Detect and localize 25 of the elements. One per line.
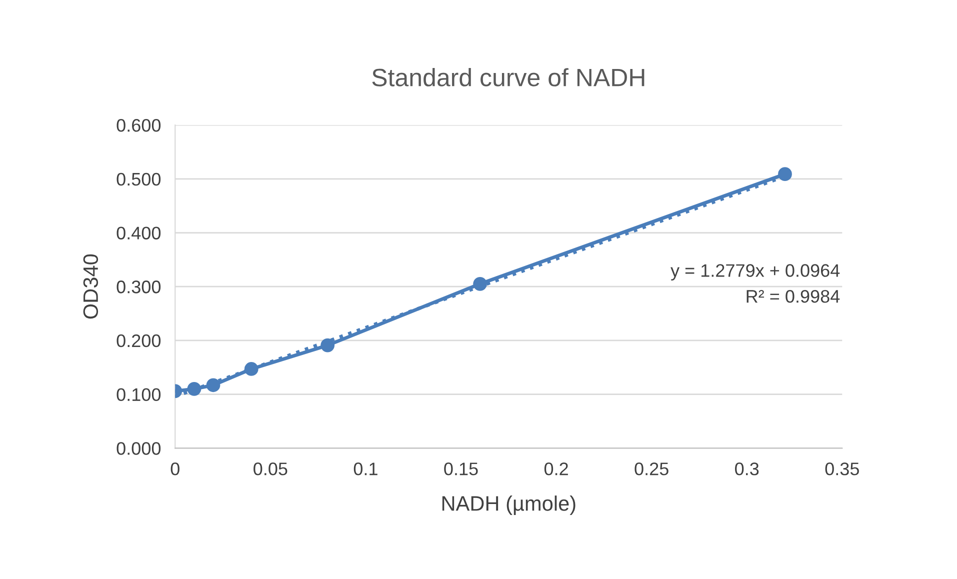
point (206, 378, 220, 392)
chart-title: Standard curve of NADH (372, 68, 644, 86)
y-tick-label: 0.200 (116, 334, 161, 348)
x-tick-label: 0.35 (825, 462, 859, 476)
y-tick-label: 0.100 (116, 388, 161, 402)
y-axis-title: OD340 (83, 254, 98, 319)
x-tick-label: 0.3 (735, 462, 759, 476)
x-tick-label: 0 (170, 462, 180, 476)
y-tick-label: 0.600 (116, 119, 161, 132)
y-tick-label: 0.400 (116, 226, 161, 240)
point (778, 167, 792, 182)
y-tick-label: 0.500 (116, 172, 161, 186)
x-tick-label: 0.25 (634, 462, 668, 476)
point (473, 276, 488, 291)
point (320, 338, 335, 352)
y-tick-label: 0.300 (116, 280, 161, 294)
x-axis-title: NADH (µmole) (442, 496, 576, 515)
annotation: y = 1.2779x + 0.0964 (670, 264, 840, 280)
x-tick-label: 0.2 (544, 462, 568, 476)
y-tick-label: 0.000 (116, 442, 161, 455)
x-tick-label: 0.1 (354, 462, 378, 476)
x-tick-label: 0.05 (254, 462, 288, 476)
annotation: R² = 0.9984 (746, 290, 840, 303)
x-tick-label: 0.15 (444, 462, 478, 476)
point (187, 382, 202, 396)
